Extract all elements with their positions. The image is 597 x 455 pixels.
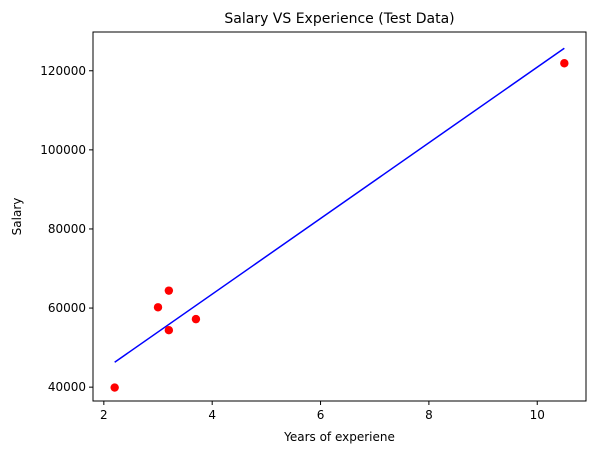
- y-tick-label: 120000: [40, 64, 86, 78]
- y-tick-label: 80000: [48, 222, 86, 236]
- data-point-0: [110, 383, 119, 392]
- x-tick-label: 6: [317, 408, 325, 422]
- regression-line: [114, 47, 565, 363]
- data-point-5: [560, 59, 569, 68]
- data-point-2: [164, 286, 174, 295]
- x-tick-label: 4: [208, 408, 216, 422]
- y-tick-label: 60000: [48, 301, 86, 315]
- plot-area: [110, 47, 569, 392]
- y-axis: 40000 60000 80000 100000 120000: [40, 64, 93, 394]
- data-point-3: [164, 326, 174, 335]
- data-point-4: [191, 314, 201, 324]
- x-tick-label: 10: [530, 408, 545, 422]
- x-axis: 2 4 6 8 10: [100, 401, 545, 422]
- x-tick-label: 2: [100, 408, 108, 422]
- x-tick-label: 8: [425, 408, 433, 422]
- y-tick-label: 100000: [40, 143, 86, 157]
- chart-title: Salary VS Experience (Test Data): [224, 11, 454, 27]
- y-tick-label: 40000: [48, 380, 86, 394]
- y-axis-label: Salary: [10, 198, 24, 236]
- x-axis-label: Years of experiene: [283, 430, 395, 444]
- data-point-1: [153, 303, 163, 312]
- plot-frame: [92, 31, 587, 402]
